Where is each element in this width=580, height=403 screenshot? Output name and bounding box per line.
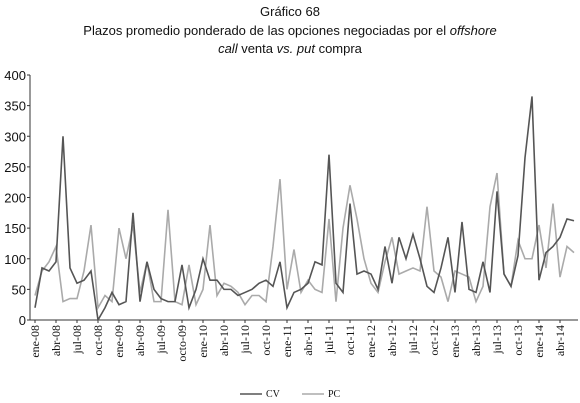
x-tick-label: jul-11 [322,325,336,354]
subtitle-part: Plazos promedio ponderado de las opcione… [83,23,449,38]
y-tick-label: 50 [12,282,26,297]
x-tick-label: jul-08 [70,325,84,355]
x-tick-label: abr-14 [553,325,567,356]
subtitle-part: put [296,41,316,56]
subtitle-part: offshore [450,23,497,38]
x-tick-label: ene-10 [196,325,210,358]
x-tick-label: oct-10 [259,325,273,356]
series-line [34,96,575,323]
y-tick-label: 350 [4,99,26,114]
x-tick-label: oct-11 [343,325,357,355]
subtitle-part: compra [315,41,363,56]
x-tick-label: abr-09 [133,325,147,356]
x-tick-label: abr-13 [469,325,483,356]
x-tick-label: jul-12 [406,325,420,355]
subtitle-part: venta [238,41,277,56]
x-tick-label: ene-13 [448,325,462,358]
legend-label: CV [266,389,281,400]
x-tick-label: ene-11 [280,325,294,357]
x-tick-label: jul-09 [154,325,168,355]
chart-subtitle: call venta vs. put compra [218,41,363,56]
x-tick-label: ene-12 [364,325,378,358]
y-tick-label: 150 [4,221,26,236]
legend-label: PC [328,389,341,400]
x-tick-label: ene-09 [112,325,126,358]
subtitle-part: vs. [277,41,294,56]
x-tick-label: jul-13 [490,325,504,355]
x-tick-label: oct-08 [91,325,105,356]
x-tick-label: oct-12 [427,325,441,356]
x-tick-label: abr-08 [49,325,63,356]
x-tick-label: ene-14 [532,325,546,358]
x-tick-label: jul-10 [238,325,252,355]
x-tick-label: abr-11 [301,325,315,356]
y-tick-label: 250 [4,160,26,175]
x-tick-label: abr-12 [385,325,399,356]
y-tick-label: 100 [4,252,26,267]
subtitle-part: call [218,41,239,56]
y-tick-label: 300 [4,129,26,144]
x-tick-label: abr-10 [217,325,231,356]
chart-subtitle: Plazos promedio ponderado de las opcione… [83,23,496,38]
y-tick-label: 400 [4,68,26,83]
x-tick-label: ene-08 [28,325,42,358]
x-tick-label: oct-13 [511,325,525,356]
chart-title: Gráfico 68 [260,4,320,19]
x-tick-label: octo-09 [175,325,189,362]
y-tick-label: 0 [19,313,26,328]
y-tick-label: 200 [4,191,26,206]
